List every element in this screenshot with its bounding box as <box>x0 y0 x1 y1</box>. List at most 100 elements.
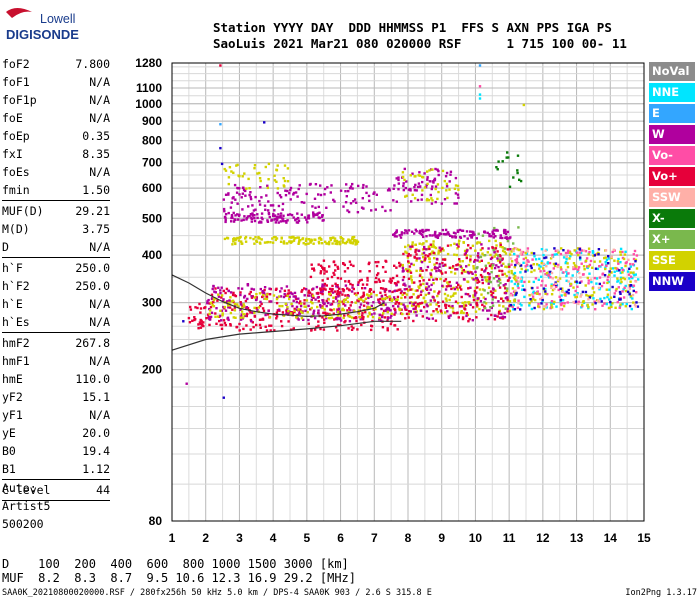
echo-point <box>408 265 412 268</box>
echo-point <box>386 327 389 330</box>
echo-point <box>519 271 522 274</box>
isolated-echo <box>219 123 222 126</box>
echo-point <box>632 301 635 304</box>
echo-point <box>353 309 356 313</box>
echo-point <box>472 295 475 299</box>
echo-point <box>199 326 203 329</box>
echo-point <box>268 300 271 303</box>
echo-point <box>421 180 424 184</box>
echo-point <box>426 265 430 269</box>
echo-point <box>558 295 561 298</box>
echo-point <box>617 257 620 261</box>
echo-point <box>401 266 405 270</box>
echo-point <box>537 305 540 308</box>
echo-point <box>464 308 467 311</box>
echo-point <box>401 263 404 267</box>
echo-point <box>482 254 485 257</box>
echo-point <box>300 310 303 313</box>
echo-point <box>311 294 315 297</box>
echo-point <box>609 304 613 307</box>
echo-point <box>461 229 465 232</box>
echo-point <box>501 315 505 318</box>
echo-point <box>259 326 262 329</box>
echo-point <box>402 269 405 272</box>
echo-point <box>277 204 281 208</box>
echo-point <box>402 182 405 185</box>
echo-point <box>332 312 335 315</box>
echo-point <box>496 250 499 253</box>
echo-point <box>400 308 403 311</box>
echo-point <box>448 180 451 183</box>
echo-point <box>280 236 283 239</box>
echo-point <box>581 290 585 294</box>
echo-point <box>297 241 301 244</box>
echo-point <box>258 323 262 327</box>
echo-point <box>529 298 532 301</box>
echo-point <box>351 241 354 244</box>
echo-point <box>230 215 234 218</box>
echo-point <box>421 175 424 179</box>
echo-point <box>431 199 434 202</box>
echo-point <box>331 242 334 245</box>
echo-point <box>506 265 509 269</box>
echo-point <box>494 296 497 299</box>
echo-point <box>437 169 440 173</box>
echo-point <box>252 288 256 291</box>
echo-point <box>428 278 431 281</box>
echo-point <box>496 254 500 257</box>
echo-point <box>444 311 447 314</box>
echo-point <box>456 311 459 314</box>
echo-point <box>633 249 637 253</box>
echo-point <box>335 293 339 296</box>
echo-point <box>331 284 334 288</box>
echo-point <box>365 185 368 188</box>
echo-point <box>401 312 404 316</box>
autoscaling-line1: Auto: <box>2 481 37 495</box>
echo-point <box>578 281 582 284</box>
echo-point <box>208 302 211 305</box>
echo-point <box>430 202 434 205</box>
echo-point <box>492 232 496 236</box>
echo-point <box>329 316 332 320</box>
echo-point <box>603 296 606 300</box>
x-tick-label: 13 <box>570 531 584 545</box>
echo-point <box>306 311 309 314</box>
echo-point <box>307 242 310 245</box>
echo-point <box>267 309 270 313</box>
echo-point <box>366 293 369 296</box>
echo-point <box>503 272 507 276</box>
echo-point <box>598 288 601 291</box>
echo-point <box>324 240 327 243</box>
echo-point <box>356 328 359 331</box>
echo-point <box>300 317 304 320</box>
echo-point <box>515 291 518 295</box>
echo-point <box>211 287 214 291</box>
echo-point <box>328 240 331 244</box>
echo-point <box>629 294 633 298</box>
echo-point <box>349 241 353 245</box>
echo-point <box>576 285 579 288</box>
echo-point <box>514 293 518 296</box>
echo-point <box>466 237 469 240</box>
echo-point <box>483 270 486 273</box>
echo-point <box>507 263 510 266</box>
isolated-echo <box>263 121 266 124</box>
echo-point <box>469 258 472 261</box>
echo-point <box>494 229 497 232</box>
echo-point <box>470 271 473 274</box>
echo-point <box>506 287 509 290</box>
echo-point <box>402 252 405 256</box>
echo-point <box>339 242 342 246</box>
param-value: 0.35 <box>82 129 110 143</box>
echo-point <box>220 323 224 327</box>
echo-point <box>407 244 410 247</box>
echo-point <box>566 301 569 304</box>
echo-point <box>488 278 491 281</box>
echo-point <box>433 299 436 302</box>
echo-point <box>365 283 369 286</box>
echo-point <box>619 303 622 306</box>
echo-point <box>279 290 282 293</box>
echo-point <box>511 305 514 308</box>
software-version: Ion2Png 1.3.17 <box>625 588 697 598</box>
echo-point <box>628 304 632 308</box>
